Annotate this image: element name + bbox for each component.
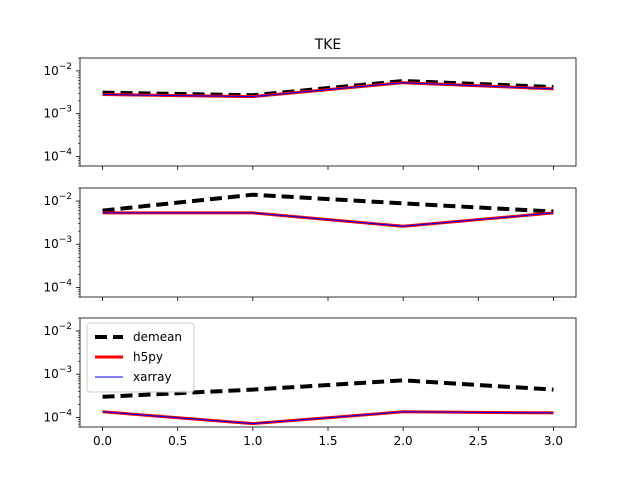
y-tick-label: 10−2 — [43, 62, 72, 78]
chart-title: TKE — [314, 37, 342, 53]
y-tick-label: 10−4 — [43, 408, 72, 424]
series-line-demean — [102, 79, 554, 98]
subplot-1: 10−4 10−3 10−2 — [43, 57, 577, 170]
y-tick-label: 10−3 — [43, 365, 72, 381]
x-tick-label: 3.0 — [544, 434, 563, 448]
x-tick-label: 0.5 — [168, 434, 187, 448]
y-tick-label: 10−2 — [43, 322, 72, 338]
x-tick-label: 2.0 — [394, 434, 413, 448]
x-tick-label: 0.0 — [93, 434, 112, 448]
y-tick-label: 10−3 — [43, 105, 72, 121]
legend-label-xarray: xarray — [133, 370, 172, 384]
series-line-xarray — [102, 82, 554, 98]
series-line-demean — [102, 192, 554, 214]
legend-label-demean: demean — [133, 330, 182, 344]
legend-box — [86, 322, 195, 393]
x-tick-label: 1.5 — [318, 434, 337, 448]
y-tick-label: 10−3 — [43, 235, 72, 251]
y-tick-label: 10−2 — [43, 192, 72, 208]
x-tick-label: 1.0 — [243, 434, 262, 448]
y-tick-label: 10−4 — [43, 278, 72, 294]
subplots: 10−4 10−3 10−2 10−4 10−3 10−2 0.0 0.5 1.0 1.5 2.0 2… — [43, 57, 577, 448]
y-tick-label: 10−4 — [43, 148, 72, 164]
subplot-3: 0.0 0.5 1.0 1.5 2.0 2.5 3.0 10−4 10−3 10−2 demean h… — [43, 317, 577, 448]
series-line-demean — [102, 378, 554, 399]
subplot-2: 10−4 10−3 10−2 — [43, 187, 577, 301]
series-line-xarray — [102, 212, 554, 227]
series-line-xarray — [102, 411, 554, 425]
legend-label-h5py: h5py — [133, 350, 163, 364]
legend: demean h5py xarray — [86, 322, 195, 393]
x-tick-label: 2.5 — [469, 434, 488, 448]
